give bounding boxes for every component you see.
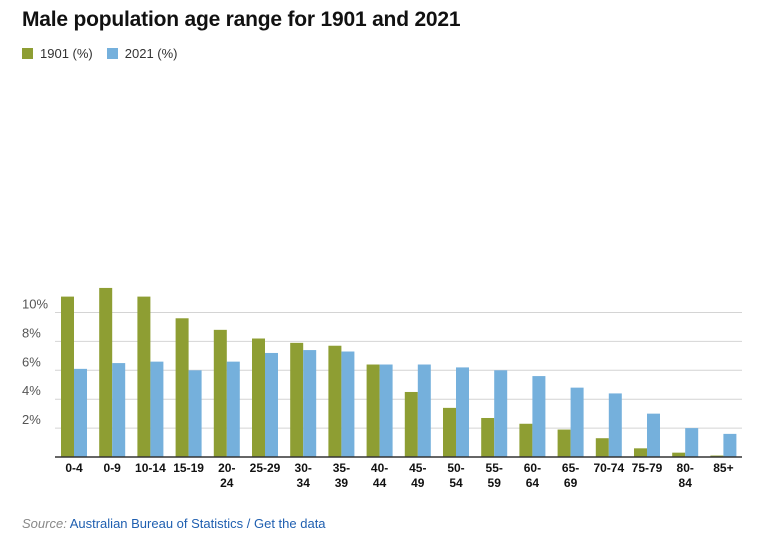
bar-2021-11	[494, 370, 508, 457]
bar-1901-13	[557, 429, 571, 457]
bar-2021-5	[265, 352, 278, 457]
x-tick-label: 34	[297, 476, 311, 490]
y-tick-label: 6%	[22, 354, 41, 369]
bar-2021-8	[379, 364, 393, 457]
bar-2021-0	[74, 368, 87, 457]
bar-2021-1	[112, 363, 126, 457]
bar-2021-15	[647, 413, 660, 457]
bar-1901-10	[443, 407, 456, 457]
x-tick-label: 55-	[486, 461, 503, 475]
bar-2021-10	[456, 367, 469, 457]
x-tick-label: 10-14	[135, 461, 166, 475]
bar-1901-0	[61, 296, 74, 457]
x-tick-label: 69	[564, 476, 578, 490]
bar-1901-2	[137, 296, 151, 457]
bar-1901-11	[481, 417, 495, 457]
legend-label-1901: 1901 (%)	[40, 46, 93, 61]
x-tick-label: 39	[335, 476, 349, 490]
x-tick-label: 44	[373, 476, 387, 490]
bar-1901-1	[99, 287, 113, 457]
bar-1901-8	[366, 364, 380, 457]
bar-1901-12	[519, 423, 533, 457]
x-tick-label: 0-4	[65, 461, 83, 475]
bar-2021-2	[150, 361, 164, 457]
bar-2021-13	[570, 387, 584, 457]
x-tick-label: 64	[526, 476, 540, 490]
y-tick-label: 10%	[22, 297, 48, 312]
bar-1901-16	[672, 452, 686, 457]
source-label: Source:	[22, 516, 67, 531]
x-tick-label: 24	[220, 476, 234, 490]
x-tick-label: 54	[449, 476, 463, 490]
y-tick-label: 4%	[22, 383, 41, 398]
bar-2021-14	[608, 393, 622, 457]
x-tick-label: 40-	[371, 461, 388, 475]
legend-swatch-2021	[106, 48, 118, 59]
source-separator: /	[243, 516, 254, 531]
x-tick-label: 60-	[524, 461, 541, 475]
get-data-link[interactable]: Get the data	[253, 516, 326, 531]
legend-item-1901: 1901 (%)	[22, 46, 93, 61]
bar-2021-6	[303, 350, 317, 457]
source-link[interactable]: Australian Bureau of Statistics	[69, 516, 244, 531]
bar-2021-16	[685, 428, 699, 457]
x-tick-label: 15-19	[173, 461, 204, 475]
legend: 1901 (%) 2021 (%)	[22, 46, 192, 61]
x-tick-label: 84	[679, 476, 693, 490]
bar-1901-4	[213, 329, 227, 457]
x-tick-label: 45-	[409, 461, 426, 475]
bar-1901-15	[634, 448, 647, 457]
x-tick-label: 59	[488, 476, 502, 490]
x-tick-label: 50-	[447, 461, 464, 475]
x-tick-label: 30-	[295, 461, 312, 475]
legend-swatch-1901	[22, 48, 33, 59]
x-tick-label: 65-	[562, 461, 579, 475]
source-note: Source: Australian Bureau of Statistics …	[22, 516, 326, 531]
bar-1901-5	[252, 338, 265, 457]
x-tick-label: 25-29	[250, 461, 281, 475]
y-tick-label: 2%	[22, 412, 41, 427]
x-tick-label: 85+	[713, 461, 733, 475]
x-tick-label: 75-79	[632, 461, 663, 475]
chart-title: Male population age range for 1901 and 2…	[22, 8, 461, 31]
bar-2021-3	[188, 370, 202, 457]
bar-1901-7	[328, 345, 342, 457]
x-tick-label: 0-9	[104, 461, 122, 475]
bar-2021-9	[417, 364, 431, 457]
legend-item-2021: 2021 (%)	[106, 46, 178, 61]
bar-1901-6	[290, 342, 304, 457]
x-tick-label: 70-74	[593, 461, 624, 475]
bar-chart: 2% 4% 6% 8% 10% 0-4 0-9 10-14 15-19 20-24 25-29 30-…	[22, 287, 742, 490]
bar-1901-14	[595, 438, 609, 457]
x-tick-label: 20-	[218, 461, 235, 475]
x-tick-label: 80-	[677, 461, 694, 475]
bar-2021-4	[226, 361, 240, 457]
y-tick-label: 8%	[22, 325, 41, 340]
bar-1901-9	[404, 391, 418, 457]
legend-label-2021: 2021 (%)	[124, 46, 178, 61]
x-tick-label: 35-	[333, 461, 350, 475]
bar-2021-17	[723, 433, 737, 457]
x-tick-label: 49	[411, 476, 425, 490]
bar-2021-12	[532, 376, 546, 457]
bar-1901-3	[175, 318, 189, 457]
bar-2021-7	[341, 351, 355, 457]
